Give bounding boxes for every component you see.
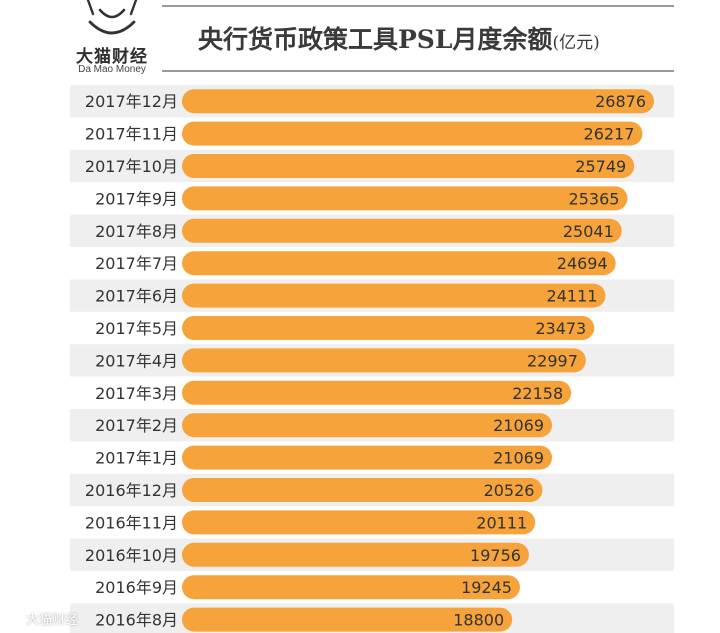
data-label: 21069 — [493, 449, 544, 468]
bar — [182, 121, 643, 146]
bar — [182, 510, 536, 535]
data-label: 20111 — [476, 513, 527, 532]
watermark-logo-icon — [5, 614, 21, 625]
bar — [182, 413, 553, 438]
category-label: 2016年12月 — [85, 481, 178, 500]
data-label: 26876 — [595, 92, 646, 111]
data-label: 25365 — [569, 189, 620, 208]
data-label: 22158 — [512, 384, 563, 403]
data-label: 18800 — [453, 611, 504, 630]
category-label: 2017年8月 — [95, 222, 178, 241]
bar — [182, 575, 520, 600]
logo: 大猫财经 Da Mao Money — [62, 0, 162, 82]
category-label: 2017年11月 — [85, 125, 178, 144]
chart-unit: (亿元) — [552, 33, 600, 53]
data-label: 22997 — [527, 351, 578, 370]
data-label: 19245 — [461, 578, 512, 597]
data-label: 23473 — [535, 319, 586, 338]
chart-title: 央行货币政策工具PSL月度余额(亿元) — [198, 20, 600, 56]
logo-name-cn: 大猫财经 — [76, 47, 148, 67]
bar — [182, 478, 543, 502]
title-rule-bottom — [162, 70, 674, 72]
bar — [182, 316, 595, 340]
category-label: 2017年2月 — [95, 416, 178, 435]
bar — [182, 89, 654, 114]
category-label: 2017年12月 — [85, 92, 178, 111]
watermark-text: 大猫财经 — [26, 613, 79, 628]
bar — [182, 348, 586, 373]
category-label: 2017年10月 — [85, 157, 178, 176]
title-rule-top — [162, 5, 674, 7]
category-label: 2017年1月 — [95, 449, 178, 468]
bar — [182, 380, 572, 405]
data-label: 26217 — [584, 125, 635, 144]
data-label: 20526 — [484, 481, 535, 500]
bar — [182, 542, 529, 567]
category-label: 2017年9月 — [95, 189, 178, 208]
data-label: 24111 — [547, 287, 598, 306]
data-label: 25749 — [575, 157, 626, 176]
chart-title-text: 央行货币政策工具PSL月度余额 — [198, 25, 553, 54]
category-label: 2016年8月 — [95, 611, 178, 630]
category-label: 2017年4月 — [95, 351, 178, 370]
bar — [182, 218, 622, 243]
data-label: 19756 — [470, 546, 521, 565]
bar — [182, 154, 635, 178]
data-label: 24694 — [557, 254, 608, 273]
category-label: 2017年3月 — [95, 384, 178, 403]
logo-name-en: Da Mao Money — [78, 64, 146, 75]
category-label: 2016年11月 — [85, 513, 178, 532]
bar — [182, 186, 628, 211]
watermark: 大猫财经 — [4, 609, 78, 628]
category-label: 2017年5月 — [95, 319, 178, 338]
bar — [182, 251, 616, 276]
bar — [182, 445, 553, 470]
category-label: 2017年6月 — [95, 287, 178, 306]
bar — [182, 283, 606, 308]
data-label: 25041 — [563, 222, 614, 241]
data-label: 21069 — [493, 416, 544, 435]
cat-face-icon — [86, 0, 138, 35]
category-label: 2016年10月 — [85, 546, 178, 565]
category-label: 2017年7月 — [95, 254, 178, 273]
category-label: 2016年9月 — [95, 578, 178, 597]
bar — [182, 607, 513, 632]
